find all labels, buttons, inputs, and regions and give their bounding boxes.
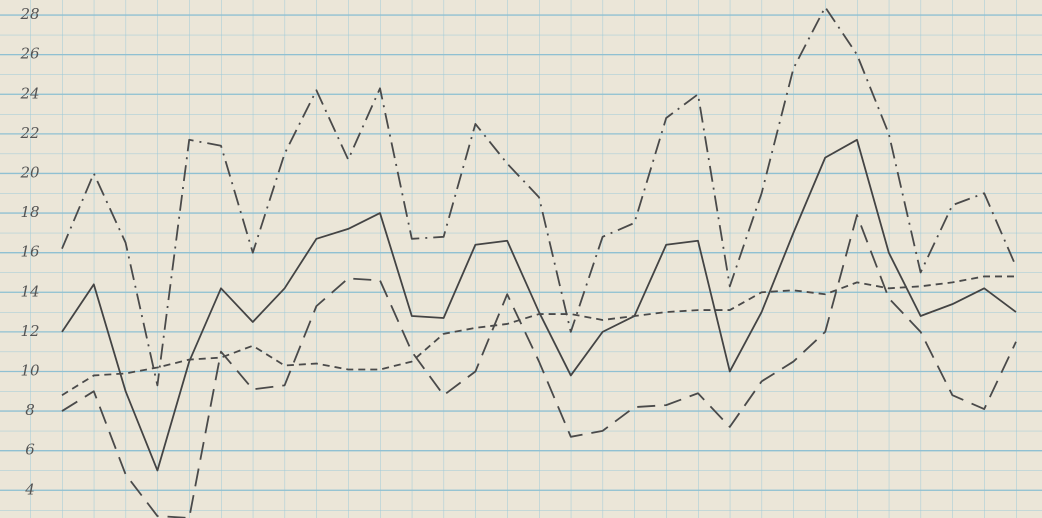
y-tick-label: 6 — [25, 441, 35, 459]
line-series — [61, 275, 1016, 396]
y-tick-label: 24 — [19, 84, 39, 102]
y-tick-label: 10 — [20, 361, 40, 379]
y-tick-label: 22 — [19, 124, 39, 142]
y-tick-label: 4 — [24, 480, 35, 498]
line-series — [61, 6, 1017, 387]
y-tick-label: 8 — [25, 401, 35, 419]
y-tick-label: 14 — [20, 282, 39, 300]
y-tick-label: 26 — [19, 45, 40, 63]
y-tick-label: 18 — [20, 203, 39, 221]
y-tick-label: 28 — [19, 5, 39, 23]
line-series — [61, 214, 1017, 518]
y-tick-label: 20 — [19, 163, 40, 181]
line-series — [61, 138, 1017, 472]
y-tick-label: 16 — [20, 243, 40, 261]
y-tick-label: 12 — [20, 322, 39, 340]
